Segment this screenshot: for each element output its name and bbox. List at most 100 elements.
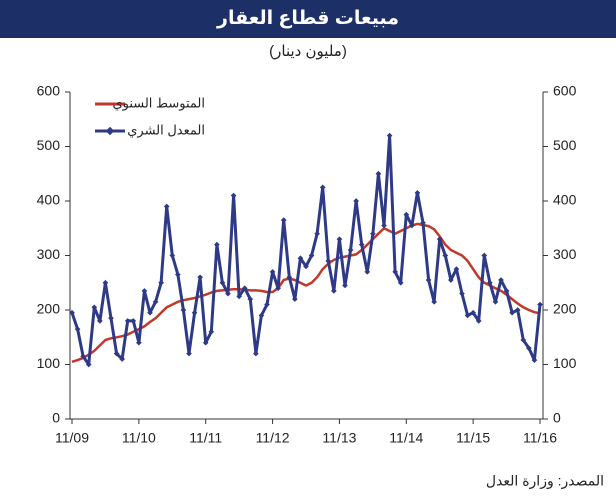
legend-label: المعدل الشري (127, 122, 205, 138)
point-marker (85, 361, 92, 368)
x-tick-label: 11/13 (322, 430, 356, 446)
point-marker (303, 263, 309, 270)
y2-tick-label: 600 (553, 83, 577, 99)
point-marker (124, 318, 131, 324)
point-marker (130, 318, 137, 324)
point-marker (459, 290, 465, 297)
point-marker (113, 350, 120, 357)
point-marker (353, 198, 359, 204)
x-tick-label: 11/10 (122, 430, 156, 446)
point-marker (509, 309, 515, 316)
point-marker (436, 236, 443, 242)
legend-label: المتوسط السنوي (112, 95, 205, 111)
y-tick-label: 200 (37, 301, 61, 317)
point-marker (152, 298, 159, 305)
point-marker (208, 328, 215, 335)
point-marker (219, 279, 226, 286)
point-marker (364, 269, 371, 275)
point-marker (169, 252, 176, 259)
x-tick-label: 11/09 (55, 430, 89, 446)
y-tick-label: 300 (37, 246, 61, 262)
point-marker (526, 345, 532, 351)
point-marker (397, 279, 404, 286)
point-marker (141, 288, 148, 294)
point-marker (325, 258, 332, 264)
point-marker (409, 222, 415, 229)
point-marker (180, 307, 187, 313)
series-line (71, 222, 541, 363)
point-marker (253, 350, 259, 357)
point-marker (236, 293, 242, 300)
point-marker (214, 241, 220, 248)
y2-tick-label: 200 (553, 301, 577, 317)
point-marker (308, 252, 315, 259)
title-bar (0, 0, 616, 38)
point-marker (175, 271, 181, 278)
point-marker (191, 309, 198, 316)
point-marker (269, 269, 276, 275)
point-marker (80, 353, 86, 360)
point-marker (186, 350, 192, 357)
x-tick-label: 11/14 (389, 430, 423, 446)
point-marker (241, 285, 248, 292)
point-marker (247, 296, 254, 302)
point-marker (431, 298, 437, 305)
x-tick-label: 11/16 (523, 430, 557, 446)
point-marker (147, 309, 153, 316)
point-marker (292, 296, 298, 302)
point-marker (520, 337, 527, 343)
point-marker (370, 230, 376, 237)
y2-tick-label: 400 (553, 192, 577, 208)
chart-subtitle: (مليون دينار) (269, 43, 347, 60)
point-marker (331, 288, 337, 294)
point-marker (286, 274, 293, 281)
point-marker (258, 312, 265, 319)
y2-tick-label: 100 (553, 355, 577, 371)
y-tick-label: 500 (37, 137, 61, 153)
point-marker (381, 222, 387, 229)
point-marker (537, 301, 543, 308)
point-marker (442, 252, 449, 259)
source: المصدر: وزارة العدل (486, 473, 604, 490)
y-tick-label: 600 (37, 83, 61, 99)
point-marker (492, 298, 499, 305)
point-marker (453, 266, 460, 272)
point-marker (319, 184, 326, 191)
point-marker (403, 211, 410, 218)
point-marker (202, 339, 209, 346)
legend-marker (105, 126, 115, 136)
point-marker (470, 309, 476, 316)
point-marker (102, 279, 109, 286)
x-tick-label: 11/15 (456, 430, 490, 446)
point-marker (420, 219, 426, 226)
point-marker (358, 241, 365, 248)
point-marker (275, 285, 281, 292)
point-marker (498, 277, 504, 283)
chart-title: مبيعات قطاع العقار (216, 8, 399, 29)
point-marker (342, 282, 348, 289)
point-marker (386, 132, 393, 139)
point-marker (280, 217, 287, 223)
point-marker (464, 312, 471, 319)
point-marker (230, 192, 237, 199)
point-marker (91, 304, 98, 311)
point-marker (197, 274, 203, 281)
point-marker (264, 301, 270, 308)
y2-tick-label: 500 (553, 137, 577, 153)
point-marker (425, 277, 432, 283)
point-marker (314, 230, 320, 237)
point-marker (336, 236, 343, 242)
point-marker (487, 279, 493, 286)
point-marker (225, 290, 231, 297)
point-marker (531, 357, 538, 363)
point-marker (392, 269, 398, 275)
point-marker (503, 288, 510, 294)
y-tick-label: 100 (37, 355, 61, 371)
point-marker (158, 279, 164, 286)
x-tick-label: 11/12 (256, 430, 290, 446)
y-tick-label: 0 (52, 410, 60, 426)
point-marker (69, 309, 75, 316)
point-marker (448, 277, 454, 283)
point-marker (475, 318, 482, 324)
